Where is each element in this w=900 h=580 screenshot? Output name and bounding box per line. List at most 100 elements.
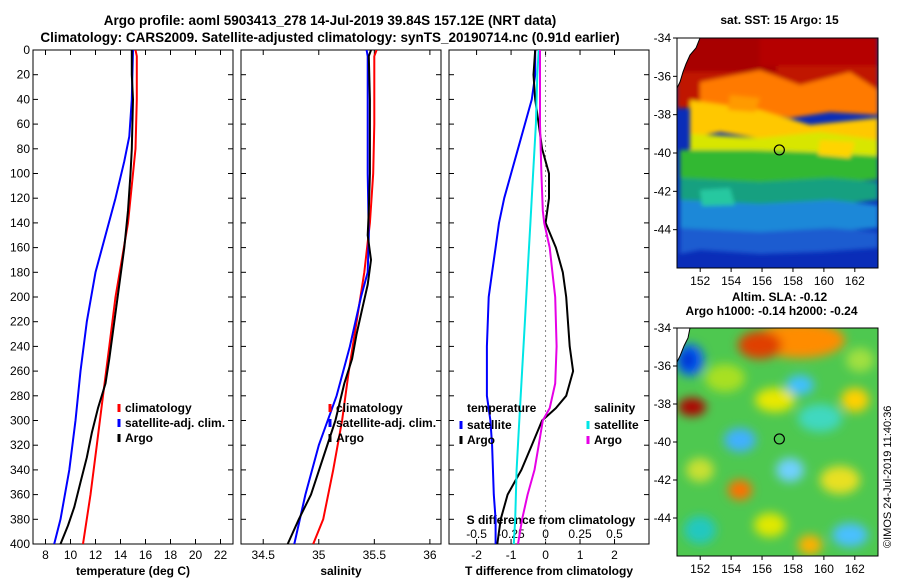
s-diff-tick-label: 0.25 (568, 527, 592, 541)
temperature-xtick-label: 8 (42, 548, 49, 562)
difference-panel-frame (448, 49, 650, 545)
depth-tick-label: 0 (23, 43, 30, 57)
difference-series-s-satellite (512, 50, 540, 544)
title-line-2: Climatology: CARS2009. Satellite-adjuste… (40, 30, 620, 45)
sst-map-ytick-label: -42 (654, 184, 672, 198)
depth-tick-label: 360 (10, 488, 30, 502)
s-diff-tick-label: 0.5 (606, 527, 623, 541)
temperature-legend-label: climatology (125, 401, 192, 415)
sla-map-ytick-label: -34 (654, 321, 672, 335)
depth-tick-label: 220 (10, 315, 30, 329)
sla-map-ytick-label: -36 (654, 359, 672, 373)
diff-legend-label: satellite (594, 418, 639, 432)
sst-map (676, 37, 879, 269)
sla-map-ytick-label: -38 (654, 397, 672, 411)
sst-map-ytick-label: -38 (654, 108, 672, 122)
diff-legend-label: Argo (467, 433, 495, 447)
difference-xtick-label: 2 (611, 548, 618, 562)
sst-map-xtick-label: 154 (721, 274, 741, 288)
depth-tick-label: 340 (10, 463, 30, 477)
temperature-xlabel: temperature (deg C) (76, 564, 190, 578)
s-diff-axis-label: S difference from climatology (467, 513, 636, 527)
s-diff-tick-label: -0.5 (466, 527, 487, 541)
sst-map-ytick-label: -40 (654, 146, 672, 160)
sst-map-argo-marker (773, 144, 785, 156)
difference-xtick-label: -1 (506, 548, 517, 562)
sst-map-xtick-label: 162 (845, 274, 865, 288)
depth-tick-label: 280 (10, 389, 30, 403)
temperature-series-satellite-adj-clim (53, 50, 134, 544)
sla-map-ytick-label: -42 (654, 473, 672, 487)
salinity-xtick-label: 35 (312, 548, 326, 562)
depth-tick-label: 240 (10, 339, 30, 353)
difference-xlabel: T difference from climatology (465, 564, 633, 578)
depth-tick-label: 180 (10, 265, 30, 279)
sla-map-ytick-label: -40 (654, 435, 672, 449)
depth-tick-label: 40 (17, 92, 31, 106)
temperature-legend-label: satellite-adj. clim. (125, 416, 225, 430)
sla-map-ytick-label: -44 (654, 511, 672, 525)
difference-xtick-label: 0 (542, 548, 549, 562)
credit-text: ©IMOS 24-Jul-2019 11:40:36 (882, 406, 894, 548)
sla-map-xtick-label: 152 (690, 562, 710, 576)
sst-map-title: sat. SST: 15 Argo: 15 (720, 13, 839, 27)
depth-tick-label: 380 (10, 512, 30, 526)
depth-tick-label: 80 (17, 142, 31, 156)
depth-tick-label: 200 (10, 290, 30, 304)
salinity-legend-label: climatology (336, 401, 403, 415)
difference-series-t-satellite (485, 50, 537, 544)
depth-tick-label: 60 (17, 117, 31, 131)
salinity-xtick-label: 36 (423, 548, 437, 562)
difference-xtick-label: -2 (471, 548, 482, 562)
temperature-xtick-label: 18 (164, 548, 178, 562)
temperature-series-argo (59, 50, 134, 544)
sla-map-xtick-label: 156 (752, 562, 772, 576)
sst-map-xtick-label: 152 (690, 274, 710, 288)
salinity-xlabel: salinity (320, 564, 362, 578)
temperature-legend-label: Argo (125, 431, 153, 445)
diff-legend-label: Argo (594, 433, 622, 447)
sla-map-xtick-label: 154 (721, 562, 741, 576)
salinity-panel-frame (240, 49, 442, 545)
depth-tick-label: 400 (10, 537, 30, 551)
salinity-xtick-label: 35.5 (363, 548, 387, 562)
diff-legend-label: satellite (467, 418, 512, 432)
depth-tick-label: 120 (10, 191, 30, 205)
sst-map-xtick-label: 158 (783, 274, 803, 288)
temperature-xtick-label: 14 (114, 548, 128, 562)
depth-tick-label: 160 (10, 241, 30, 255)
temperature-xtick-label: 16 (139, 548, 153, 562)
sla-map-xtick-label: 158 (783, 562, 803, 576)
temperature-xtick-label: 12 (89, 548, 103, 562)
s-diff-tick-label: 0 (542, 527, 549, 541)
depth-tick-label: 100 (10, 167, 30, 181)
difference-series-s-argo (517, 50, 558, 544)
temperature-xtick-label: 20 (189, 548, 203, 562)
depth-tick-label: 140 (10, 216, 30, 230)
sst-map-ytick-label: -36 (654, 69, 672, 83)
sla-map-xtick-label: 160 (814, 562, 834, 576)
salinity-legend-label: satellite-adj. clim. (336, 416, 436, 430)
diff-legend-temperature-header: temperature (467, 401, 537, 415)
temperature-xtick-label: 22 (214, 548, 228, 562)
sst-map-ytick-label: -44 (654, 223, 672, 237)
salinity-series-argo (286, 50, 372, 544)
sla-map-argo-marker (773, 433, 785, 445)
diff-legend-salinity-header: salinity (594, 401, 636, 415)
sst-map-xtick-label: 160 (814, 274, 834, 288)
salinity-series-satellite-adj-clim (293, 50, 370, 544)
depth-tick-label: 20 (17, 68, 31, 82)
salinity-xtick-label: 34.5 (252, 548, 276, 562)
depth-tick-label: 260 (10, 364, 30, 378)
sla-map-title: Altim. SLA: -0.12 (732, 290, 828, 304)
sst-map-xtick-label: 156 (752, 274, 772, 288)
sst-map-ytick-label: -34 (654, 31, 672, 45)
temperature-xtick-label: 10 (64, 548, 78, 562)
salinity-legend-label: Argo (336, 431, 364, 445)
title-line-1: Argo profile: aoml 5903413_278 14-Jul-20… (103, 13, 557, 28)
depth-tick-label: 320 (10, 438, 30, 452)
sla-map (676, 327, 879, 557)
difference-xtick-label: 1 (577, 548, 584, 562)
depth-tick-label: 300 (10, 414, 30, 428)
